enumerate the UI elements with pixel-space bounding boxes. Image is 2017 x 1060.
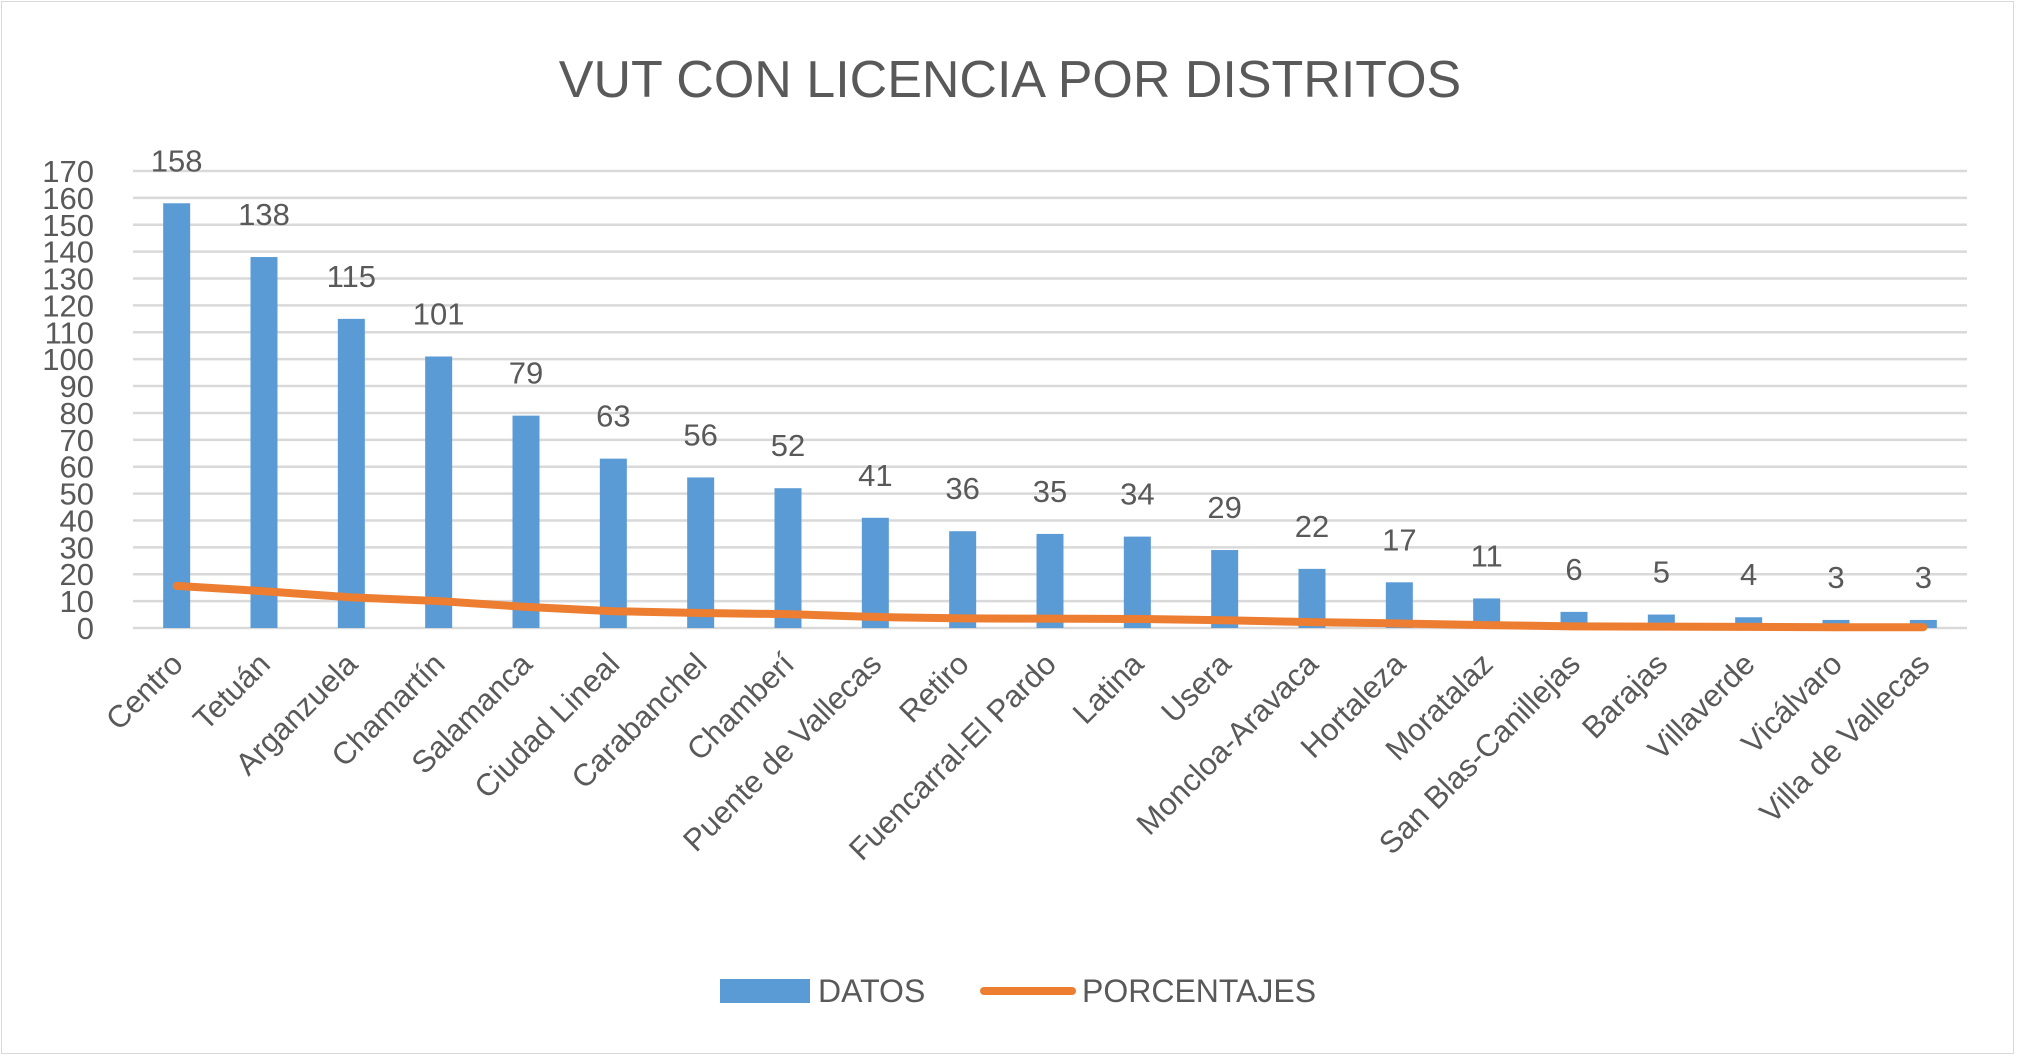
y-tick-label: 110 — [45, 315, 94, 350]
y-tick-label: 50 — [60, 477, 94, 512]
chart-title: VUT CON LICENCIA POR DISTRITOS — [559, 51, 1461, 109]
y-tick-label: 170 — [42, 154, 94, 189]
series-line-porcentajes — [172, 581, 1928, 632]
bar-Chamberí — [774, 488, 802, 628]
bar-Usera — [1211, 550, 1239, 628]
data-label: 11 — [1471, 538, 1503, 573]
x-tick-label: Centro — [99, 646, 190, 737]
data-label: 56 — [683, 417, 717, 452]
bar-Chamartín — [425, 356, 453, 628]
y-tick-label: 30 — [60, 530, 94, 565]
data-label: 115 — [327, 259, 376, 294]
y-tick-label: 130 — [42, 262, 94, 297]
data-label: 52 — [771, 428, 805, 463]
legend-label-datos: DATOS — [818, 973, 925, 1009]
y-tick-label: 70 — [60, 423, 94, 458]
bar-Tetuán — [250, 257, 278, 628]
data-label: 4 — [1740, 557, 1757, 592]
data-label: 41 — [858, 458, 892, 493]
data-label: 63 — [596, 399, 630, 434]
legend-swatch-datos — [720, 979, 810, 1003]
data-label: 101 — [413, 296, 465, 331]
y-tick-label: 140 — [42, 235, 94, 270]
y-tick-label: 80 — [60, 396, 94, 431]
bar-Fuencarral-El Pardo — [1036, 533, 1064, 628]
y-tick-label: 60 — [60, 450, 94, 485]
y-tick-label: 160 — [42, 181, 94, 216]
y-tick-label: 0 — [77, 611, 94, 646]
x-tick-label: Usera — [1154, 646, 1238, 730]
data-label: 6 — [1565, 552, 1582, 587]
y-tick-label: 20 — [60, 557, 94, 592]
bar-Villaverde — [1735, 617, 1763, 628]
data-label: 29 — [1207, 490, 1241, 525]
y-tick-label: 150 — [42, 208, 94, 243]
bar-Retiro — [949, 531, 977, 628]
data-label: 22 — [1295, 509, 1329, 544]
y-tick-label: 10 — [60, 584, 94, 619]
data-label: 79 — [509, 356, 543, 391]
data-label: 158 — [151, 143, 203, 178]
data-label: 35 — [1033, 474, 1067, 509]
data-label: 3 — [1827, 560, 1844, 595]
y-tick-label: 40 — [60, 503, 94, 538]
bar-Arganzuela — [337, 318, 365, 628]
bar-Puente de Vallecas — [861, 517, 889, 628]
bar-Salamanca — [512, 415, 540, 628]
x-tick-label: Retiro — [892, 646, 975, 729]
bar-Latina — [1123, 536, 1151, 628]
legend-label-porcentajes: PORCENTAJES — [1082, 973, 1316, 1009]
bar-Carabanchel — [687, 477, 715, 628]
y-tick-label: 120 — [42, 288, 94, 323]
y-tick-label: 100 — [42, 342, 94, 377]
data-label: 5 — [1653, 555, 1670, 590]
data-label: 34 — [1120, 477, 1154, 512]
bar-Centro — [163, 203, 191, 628]
y-tick-label: 90 — [60, 369, 94, 404]
data-label: 36 — [945, 471, 979, 506]
data-label: 17 — [1382, 522, 1416, 557]
bar-Ciudad Lineal — [599, 458, 627, 628]
data-label: 138 — [238, 197, 290, 232]
data-label: 3 — [1915, 560, 1932, 595]
x-tick-label: Latina — [1066, 646, 1151, 731]
legend: DATOS PORCENTAJES — [720, 973, 1316, 1009]
